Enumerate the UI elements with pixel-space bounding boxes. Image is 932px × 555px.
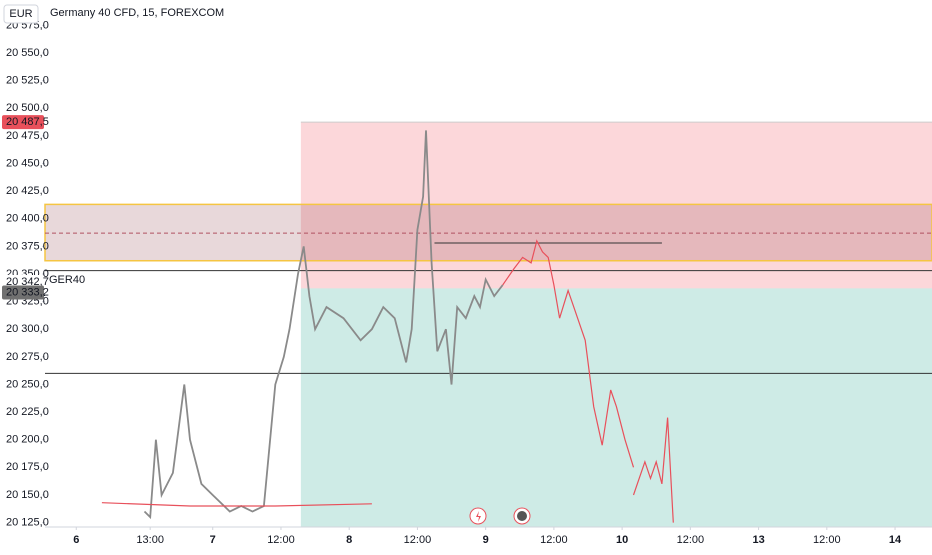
y-tick-label: 20 125,0 <box>6 516 49 528</box>
y-tick-label: 20 225,0 <box>6 406 49 418</box>
y-tick-label: 20 525,0 <box>6 75 49 87</box>
x-tick-label: 12:00 <box>267 534 295 546</box>
price-badge <box>2 115 44 130</box>
price-badge-label: 20 487,5 <box>6 116 49 128</box>
x-tick-label: 13 <box>752 534 764 546</box>
y-tick-label: 20 475,0 <box>6 130 49 142</box>
price-line <box>502 239 635 468</box>
y-tick-label: 20 200,0 <box>6 434 49 446</box>
x-tick-label: 9 <box>483 534 489 546</box>
y-tick-label: 20 375,0 <box>6 240 49 252</box>
y-tick-label: 20 400,0 <box>6 213 49 225</box>
x-tick-label: 6 <box>73 534 79 546</box>
chart-title: Germany 40 CFD, 15, FOREXCOM <box>50 7 224 19</box>
supply-zone <box>44 203 932 262</box>
currency-box[interactable] <box>3 4 39 24</box>
y-tick-label: 20 550,0 <box>6 47 49 59</box>
price-line <box>101 502 372 507</box>
y-tick-label: 20 150,0 <box>6 489 49 501</box>
x-tick-label: 10 <box>616 534 628 546</box>
event-glyph <box>476 511 481 522</box>
y-tick-label: 20 175,0 <box>6 461 49 473</box>
x-tick-label: 12:00 <box>677 534 705 546</box>
y-tick-label: 20 275,0 <box>6 351 49 363</box>
y-tick-label: 20 500,0 <box>6 102 49 114</box>
currency[interactable]: EUR <box>9 8 32 20</box>
event-glyph <box>517 511 527 521</box>
y-tick-label: 20 425,0 <box>6 185 49 197</box>
y-tick-label: 20 250,0 <box>6 378 49 390</box>
price-badge <box>2 285 44 300</box>
price-badge-label: 20 342,7 <box>6 276 49 288</box>
x-tick-label: 12:00 <box>404 534 432 546</box>
x-tick-label: 8 <box>346 534 352 546</box>
x-tick-label: 12:00 <box>813 534 841 546</box>
y-tick-label: 20 450,0 <box>6 157 49 169</box>
price-badge-label: 20 333,2 <box>6 286 49 298</box>
price-line <box>632 417 674 523</box>
y-tick-label: 20 300,0 <box>6 323 49 335</box>
symbol-label: GER40 <box>49 274 85 286</box>
x-tick-label: 12:00 <box>540 534 568 546</box>
x-tick-label: 14 <box>889 534 902 546</box>
x-tick-label: 7 <box>210 534 216 546</box>
x-tick-label: 13:00 <box>136 534 164 546</box>
price-line <box>143 130 504 520</box>
